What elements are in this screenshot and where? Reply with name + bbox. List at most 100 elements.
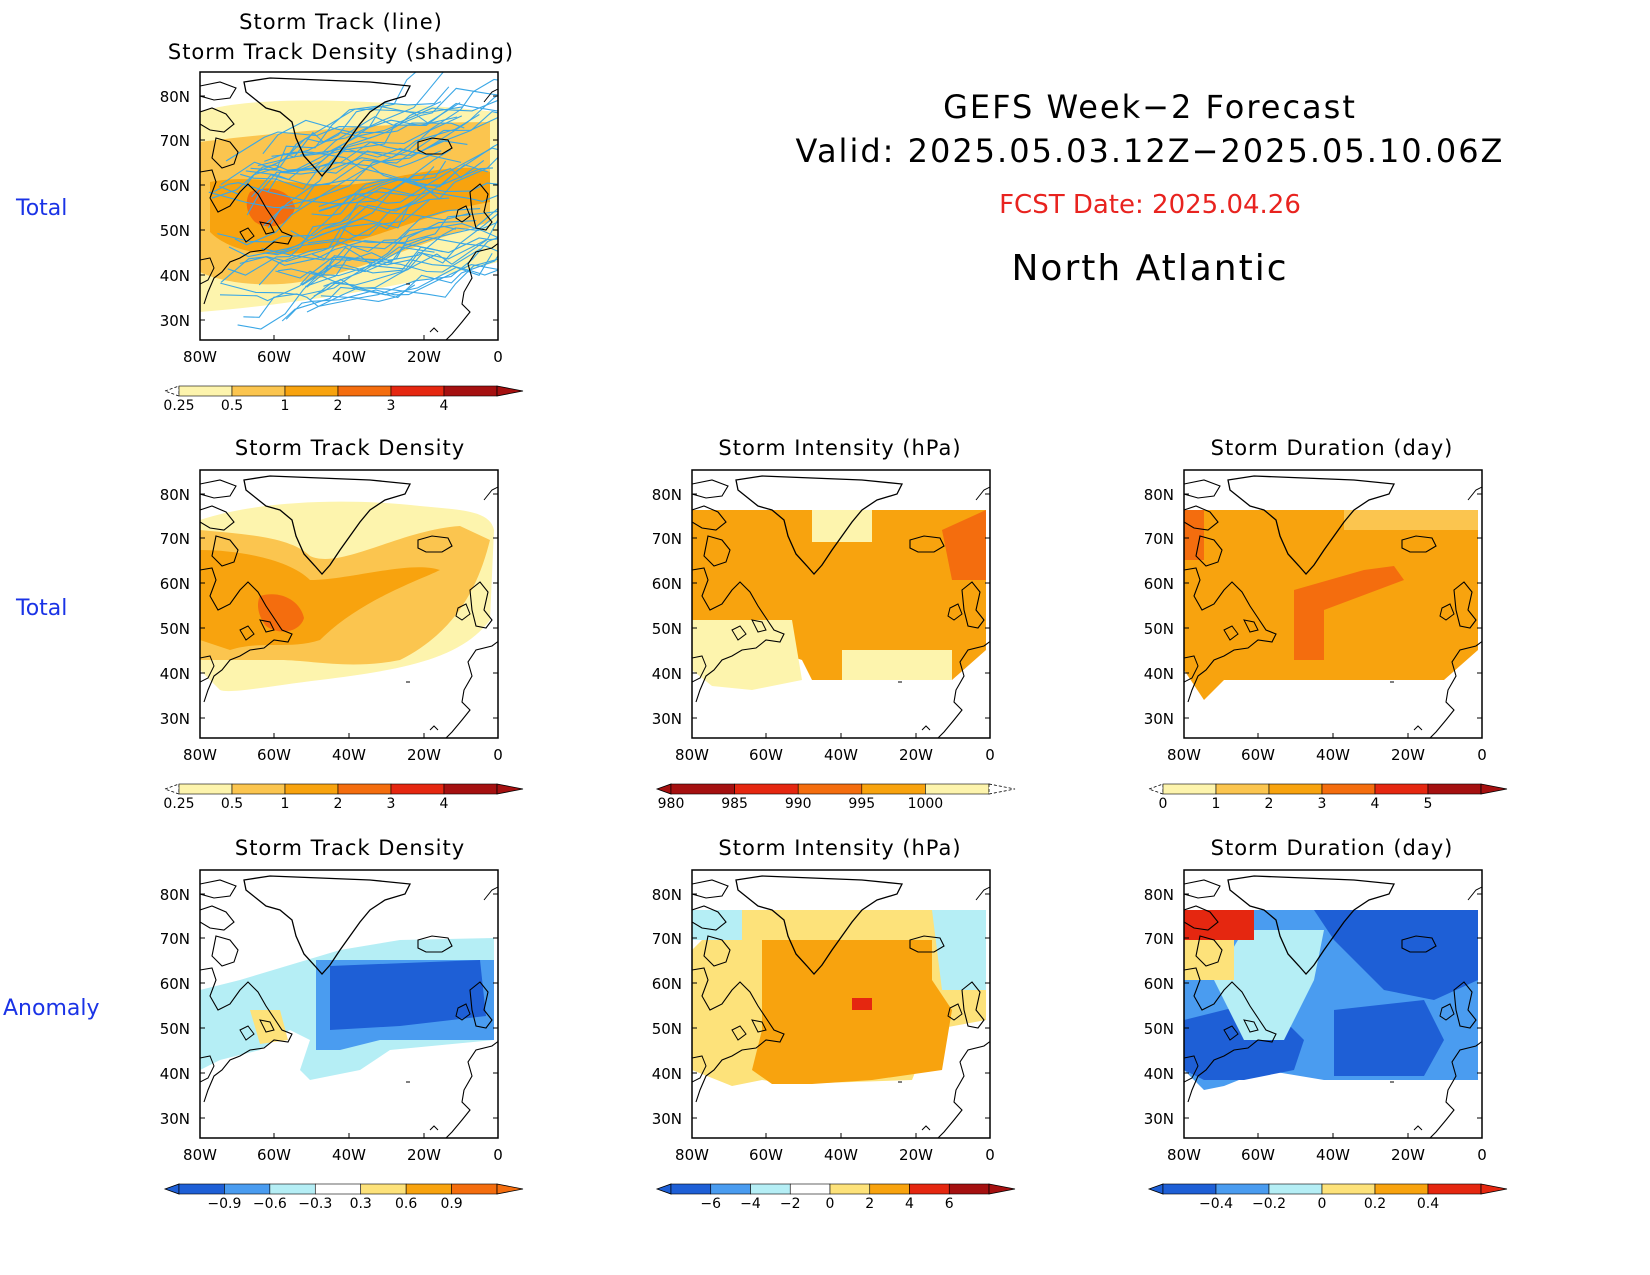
colorbar-label: 3: [1318, 796, 1327, 812]
storm-track-line: [217, 187, 415, 243]
field-shading: [1294, 566, 1404, 660]
colorbar-label: 4: [440, 796, 449, 812]
colorbar-label: −2: [780, 1196, 801, 1212]
lon-tick-label: 0: [493, 348, 503, 366]
storm-track-line: [322, 102, 498, 154]
field-shading: [1184, 510, 1204, 560]
colorbar-segment: [314, 1183, 362, 1195]
colorbar-segment: [1162, 783, 1217, 795]
storm-track-line: [267, 94, 498, 229]
field-shading: [692, 620, 802, 690]
colorbar-label: 0.6: [395, 1196, 417, 1212]
panel-title-duration-anomaly: Storm Duration (day): [1210, 836, 1454, 860]
storm-track-line: [243, 284, 416, 318]
colorbar-label: −0.4: [1199, 1196, 1233, 1212]
colorbar-segment: [1215, 783, 1270, 795]
lon-tick-label: 80W: [183, 1146, 217, 1164]
colorbar: 980 985 990 995 1000: [655, 783, 1016, 812]
storm-track-line: [300, 78, 498, 156]
field-shading: [932, 910, 986, 990]
colorbar: −6 −4 −2 0 2 4 6: [655, 1183, 1016, 1212]
colorbar-segment: [1215, 1183, 1270, 1195]
colorbar-label: 985: [721, 796, 748, 812]
storm-track-line: [225, 86, 450, 162]
colorbar-segment: [1268, 783, 1323, 795]
lat-tick-label: 80N: [1144, 886, 1174, 904]
storm-track-line: [264, 151, 447, 183]
colorbar-label: 2: [334, 796, 343, 812]
lon-tick-label: 60W: [257, 746, 291, 764]
colorbar-label: 5: [1424, 796, 1433, 812]
panel-title-intensity: Storm Intensity (hPa): [718, 436, 962, 460]
colorbar-segment: [1374, 1183, 1429, 1195]
storm-track-line: [240, 141, 462, 190]
colorbar-segment: [797, 783, 863, 795]
colorbar-label: 0.5: [221, 796, 243, 812]
storm-track-line: [220, 114, 480, 186]
lon-tick-label: 0: [985, 1146, 995, 1164]
lat-tick-label: 40N: [1144, 665, 1174, 683]
colorbar-segment: [948, 1183, 990, 1195]
lon-tick-label: 40W: [1316, 746, 1350, 764]
colorbar-label: 0.4: [1417, 1196, 1439, 1212]
field-shading: [752, 940, 952, 1084]
forecast-title: GEFS Week−2 Forecast: [943, 88, 1357, 126]
storm-track-line: [208, 166, 435, 209]
colorbar-segment: [1374, 783, 1429, 795]
storm-track-line: [271, 164, 488, 255]
storm-track-line: [323, 219, 498, 287]
colorbar-segment: [390, 783, 445, 795]
colorbar-segment: [1321, 1183, 1376, 1195]
lat-tick-label: 40N: [160, 665, 190, 683]
field-shading: [842, 650, 952, 680]
colorbar-label: 1000: [908, 796, 944, 812]
lon-tick-label: 80W: [1167, 1146, 1201, 1164]
colorbar-segment: [670, 783, 735, 795]
field-shading: [852, 998, 872, 1010]
colorbar-segment: [337, 783, 392, 795]
colorbar-label: −6: [700, 1196, 721, 1212]
lat-tick-label: 80N: [160, 486, 190, 504]
colorbar-segment: [231, 385, 286, 397]
colorbar-label: 3: [387, 796, 396, 812]
storm-track-line: [263, 161, 494, 227]
lon-tick-label: 40W: [332, 1146, 366, 1164]
lon-tick-label: 60W: [257, 348, 291, 366]
valid-period: Valid: 2025.05.03.12Z−2025.05.10.06Z: [795, 132, 1505, 170]
colorbar-segment: [1427, 1183, 1482, 1195]
lon-tick-label: 80W: [183, 348, 217, 366]
field-shading: [1334, 1000, 1444, 1076]
lon-tick-label: 0: [985, 746, 995, 764]
colorbar-segment: [360, 1183, 407, 1195]
storm-track-line: [300, 207, 498, 285]
lat-tick-label: 40N: [160, 1065, 190, 1083]
colorbar-segment: [390, 385, 445, 397]
storm-track-line: [257, 87, 498, 167]
colorbar-label: 990: [785, 796, 812, 812]
colorbar-label: 6: [945, 1196, 954, 1212]
lat-tick-label: 70N: [1144, 530, 1174, 548]
colorbar-segment: [224, 1183, 271, 1195]
lon-tick-label: 60W: [1241, 1146, 1275, 1164]
colorbar-segment: [1162, 1183, 1217, 1195]
storm-track-line: [318, 177, 498, 212]
lat-tick-label: 30N: [652, 710, 682, 728]
colorbar-label: 2: [865, 1196, 874, 1212]
storm-track-line: [263, 204, 471, 256]
colorbar-segment: [178, 1183, 225, 1195]
lat-tick-label: 60N: [160, 975, 190, 993]
storm-track-line: [313, 258, 498, 298]
colorbar-segment: [710, 1183, 751, 1195]
colorbar-label: 995: [848, 796, 875, 812]
storm-track-line: [320, 236, 498, 299]
lon-tick-label: 40W: [1316, 1146, 1350, 1164]
colorbar-segment: [789, 1183, 831, 1195]
field-shading: [692, 910, 742, 940]
lat-tick-label: 30N: [652, 1110, 682, 1128]
colorbar-segment: [337, 385, 392, 397]
colorbar-label: 980: [658, 796, 685, 812]
lat-tick-label: 70N: [1144, 930, 1174, 948]
colorbar-segment: [1427, 783, 1482, 795]
field-shading: [330, 960, 486, 1030]
colorbar-segment: [829, 1183, 871, 1195]
